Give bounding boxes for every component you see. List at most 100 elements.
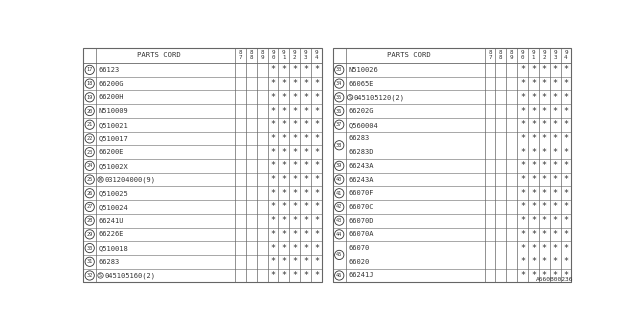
Text: *: *: [531, 65, 536, 74]
Text: 20: 20: [86, 108, 93, 114]
Text: 045105120(2): 045105120(2): [353, 94, 404, 100]
Text: *: *: [541, 216, 547, 225]
Text: 66200G: 66200G: [99, 81, 124, 87]
Text: *: *: [314, 271, 319, 280]
Text: *: *: [271, 65, 275, 74]
Text: 30: 30: [86, 245, 93, 251]
Text: 38: 38: [336, 143, 342, 148]
Text: *: *: [314, 203, 319, 212]
Text: *: *: [552, 107, 557, 116]
Text: *: *: [552, 79, 557, 88]
Text: 9
1: 9 1: [282, 50, 285, 60]
Text: *: *: [531, 230, 536, 239]
Text: *: *: [271, 134, 275, 143]
Text: 40: 40: [336, 177, 342, 182]
Text: *: *: [282, 148, 286, 156]
Text: *: *: [552, 203, 557, 212]
Text: 22: 22: [86, 136, 93, 141]
Text: *: *: [314, 93, 319, 102]
Text: 66070F: 66070F: [348, 190, 374, 196]
Text: *: *: [563, 161, 568, 170]
Text: 21: 21: [86, 122, 93, 127]
Text: *: *: [541, 134, 547, 143]
Text: *: *: [314, 189, 319, 198]
Text: *: *: [563, 244, 568, 252]
Text: 19: 19: [86, 95, 93, 100]
Text: *: *: [531, 216, 536, 225]
Text: 42: 42: [336, 204, 342, 210]
Text: *: *: [541, 271, 547, 280]
Text: *: *: [552, 244, 557, 252]
Text: *: *: [292, 161, 297, 170]
Text: *: *: [531, 175, 536, 184]
Text: *: *: [314, 216, 319, 225]
Text: *: *: [303, 93, 308, 102]
Text: 25: 25: [86, 177, 93, 182]
Text: *: *: [303, 161, 308, 170]
Text: 66070A: 66070A: [348, 231, 374, 237]
Text: 8
9: 8 9: [260, 50, 264, 60]
Text: *: *: [271, 271, 275, 280]
Text: *: *: [531, 189, 536, 198]
Text: 8
8: 8 8: [250, 50, 253, 60]
Text: 66283: 66283: [99, 259, 120, 265]
Text: *: *: [520, 107, 525, 116]
Text: *: *: [563, 189, 568, 198]
Text: 23: 23: [86, 150, 93, 155]
Text: *: *: [541, 93, 547, 102]
Text: *: *: [303, 79, 308, 88]
Text: *: *: [282, 189, 286, 198]
Text: *: *: [282, 79, 286, 88]
Text: *: *: [271, 148, 275, 156]
Text: *: *: [563, 148, 568, 156]
Text: *: *: [303, 216, 308, 225]
Text: 8
7: 8 7: [488, 50, 492, 60]
Text: 36: 36: [336, 108, 342, 114]
Text: *: *: [314, 230, 319, 239]
Text: *: *: [314, 148, 319, 156]
Text: 66241J: 66241J: [348, 273, 374, 278]
Text: Q510025: Q510025: [99, 190, 129, 196]
Text: *: *: [531, 79, 536, 88]
Text: *: *: [552, 230, 557, 239]
Text: Q510024: Q510024: [99, 204, 129, 210]
Text: *: *: [520, 175, 525, 184]
Text: 8
9: 8 9: [510, 50, 513, 60]
Text: *: *: [552, 65, 557, 74]
Text: *: *: [552, 175, 557, 184]
Text: *: *: [271, 230, 275, 239]
Text: 18: 18: [86, 81, 93, 86]
Text: *: *: [314, 79, 319, 88]
Text: *: *: [531, 203, 536, 212]
Text: 9
0: 9 0: [271, 50, 275, 60]
Text: *: *: [552, 134, 557, 143]
Text: *: *: [520, 189, 525, 198]
Text: *: *: [520, 93, 525, 102]
Text: *: *: [292, 107, 297, 116]
Text: *: *: [303, 271, 308, 280]
Text: *: *: [563, 93, 568, 102]
Text: *: *: [563, 257, 568, 266]
Text: *: *: [282, 107, 286, 116]
Text: *: *: [520, 79, 525, 88]
Text: 66070: 66070: [348, 245, 369, 251]
Text: *: *: [314, 244, 319, 252]
Text: *: *: [292, 257, 297, 266]
Text: 33: 33: [336, 68, 342, 72]
Text: *: *: [314, 120, 319, 129]
Text: Q510017: Q510017: [99, 135, 129, 141]
Text: *: *: [271, 107, 275, 116]
Text: *: *: [531, 244, 536, 252]
Text: *: *: [541, 120, 547, 129]
Text: 9
4: 9 4: [315, 50, 318, 60]
Text: *: *: [303, 175, 308, 184]
Text: 37: 37: [336, 122, 342, 127]
Text: *: *: [520, 216, 525, 225]
Text: *: *: [314, 257, 319, 266]
Text: 46: 46: [336, 273, 342, 278]
Text: *: *: [541, 65, 547, 74]
Text: *: *: [282, 257, 286, 266]
Text: *: *: [292, 175, 297, 184]
Text: *: *: [292, 65, 297, 74]
Text: *: *: [552, 93, 557, 102]
